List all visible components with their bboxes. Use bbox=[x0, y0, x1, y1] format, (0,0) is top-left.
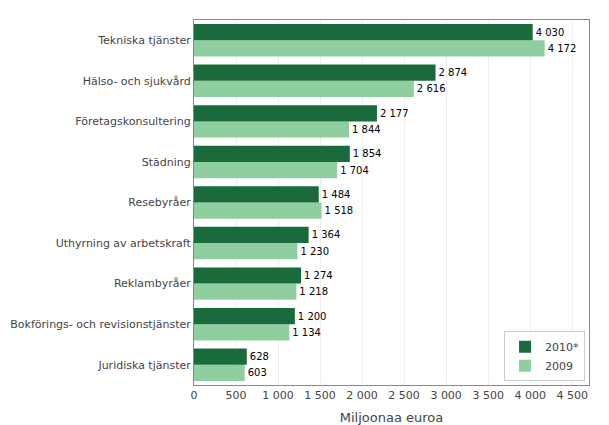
svg-text:4 172: 4 172 bbox=[548, 43, 577, 54]
svg-text:603: 603 bbox=[248, 367, 267, 378]
svg-text:2 177: 2 177 bbox=[380, 108, 409, 119]
svg-text:Bokförings- och revisionstjäns: Bokförings- och revisionstjänster bbox=[10, 318, 191, 331]
svg-text:3 000: 3 000 bbox=[430, 389, 462, 402]
svg-text:1 704: 1 704 bbox=[340, 165, 369, 176]
svg-text:2009: 2009 bbox=[545, 360, 573, 373]
svg-text:Hälso- och sjukvård: Hälso- och sjukvård bbox=[83, 75, 191, 88]
svg-text:1 500: 1 500 bbox=[304, 389, 336, 402]
svg-text:1 274: 1 274 bbox=[304, 270, 333, 281]
svg-text:Juridiska tjänster: Juridiska tjänster bbox=[97, 359, 191, 372]
svg-text:2010*: 2010* bbox=[545, 341, 579, 354]
svg-text:Tekniska tjänster: Tekniska tjänster bbox=[97, 34, 191, 47]
svg-text:2 616: 2 616 bbox=[417, 83, 446, 94]
svg-text:1 518: 1 518 bbox=[325, 205, 354, 216]
svg-text:1 200: 1 200 bbox=[298, 311, 327, 322]
svg-text:Företagskonsultering: Företagskonsultering bbox=[75, 115, 191, 128]
svg-text:1 854: 1 854 bbox=[353, 148, 382, 159]
svg-text:Resebyråer: Resebyråer bbox=[128, 196, 191, 209]
svg-text:1 230: 1 230 bbox=[300, 246, 329, 257]
svg-text:Städning: Städning bbox=[142, 156, 191, 169]
svg-text:2 000: 2 000 bbox=[346, 389, 378, 402]
svg-text:1 484: 1 484 bbox=[322, 189, 351, 200]
svg-text:1 844: 1 844 bbox=[352, 124, 381, 135]
svg-text:2 500: 2 500 bbox=[388, 389, 420, 402]
svg-text:1 218: 1 218 bbox=[299, 286, 328, 297]
svg-text:0: 0 bbox=[191, 389, 198, 402]
svg-text:1 134: 1 134 bbox=[292, 327, 321, 338]
svg-text:Miljoonaa euroa: Miljoonaa euroa bbox=[340, 410, 443, 425]
svg-text:500: 500 bbox=[226, 389, 247, 402]
svg-text:Reklambyråer: Reklambyråer bbox=[114, 277, 191, 290]
svg-text:1 364: 1 364 bbox=[312, 229, 341, 240]
svg-text:1 000: 1 000 bbox=[262, 389, 294, 402]
svg-text:3 500: 3 500 bbox=[472, 389, 504, 402]
svg-text:628: 628 bbox=[250, 351, 269, 362]
svg-text:2 874: 2 874 bbox=[439, 67, 468, 78]
svg-text:4 030: 4 030 bbox=[536, 27, 565, 38]
svg-text:4 500: 4 500 bbox=[556, 389, 588, 402]
svg-text:Uthyrning av arbetskraft: Uthyrning av arbetskraft bbox=[56, 237, 192, 250]
svg-text:4 000: 4 000 bbox=[514, 389, 546, 402]
